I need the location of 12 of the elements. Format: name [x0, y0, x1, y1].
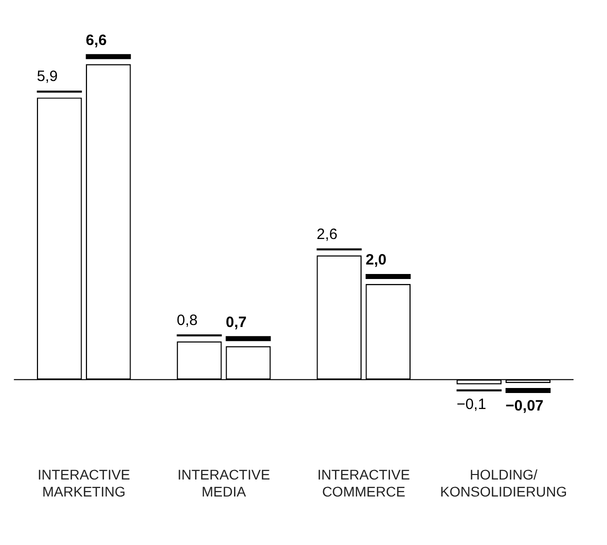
data-label: 6,6 — [86, 32, 107, 49]
data-label: 0,7 — [226, 314, 247, 331]
x-tick-label: HOLDING/ KONSOLIDIERUNG — [440, 466, 567, 500]
data-label: −0,1 — [456, 396, 486, 414]
data-label: 2,6 — [316, 226, 338, 243]
x-tick-label: INTERACTIVE COMMERCE — [317, 466, 410, 500]
data-label: 0,8 — [176, 312, 198, 329]
data-label: −0,07 — [506, 398, 544, 415]
x-tick-label: INTERACTIVE MARKETING — [38, 466, 130, 500]
x-tick-label: INTERACTIVE MEDIA — [177, 466, 270, 500]
data-label: 5,9 — [36, 68, 58, 86]
data-label: 2,0 — [366, 252, 386, 269]
